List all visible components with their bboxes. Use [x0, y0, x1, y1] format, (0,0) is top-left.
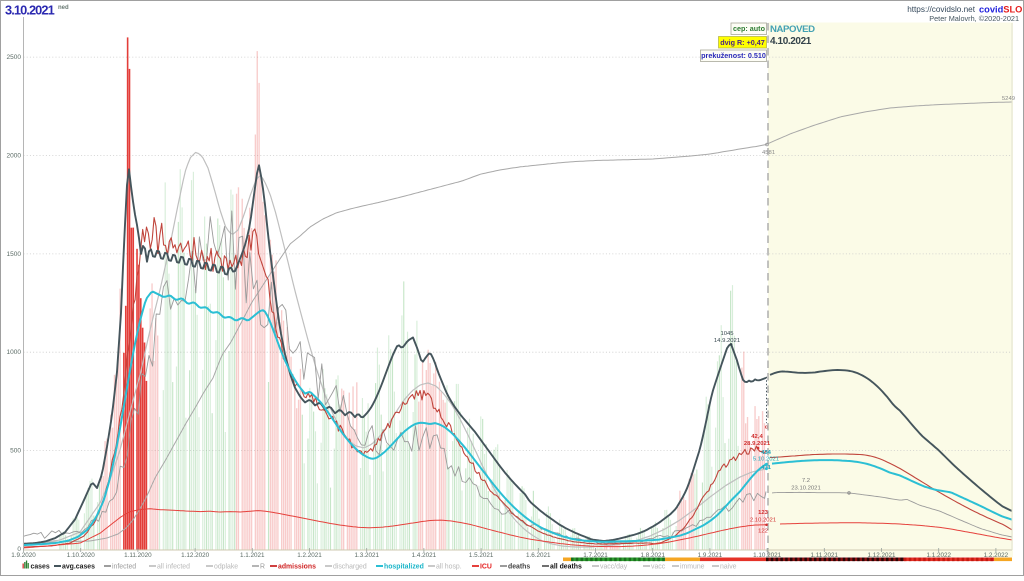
- svg-text:1.11.2020: 1.11.2020: [124, 552, 152, 559]
- svg-text:all deaths: all deaths: [550, 564, 582, 571]
- svg-text:naive: naive: [720, 564, 737, 571]
- svg-text:2000: 2000: [7, 153, 22, 160]
- svg-text:1.3.2021: 1.3.2021: [354, 552, 379, 559]
- svg-text:1045: 1045: [720, 331, 734, 337]
- svg-text:R: R: [260, 564, 265, 571]
- svg-text:immune: immune: [680, 564, 705, 571]
- svg-text:https://covidslo.net: https://covidslo.net: [907, 5, 976, 14]
- svg-text:5.10.2021: 5.10.2021: [753, 457, 779, 463]
- svg-text:1.6.2021: 1.6.2021: [526, 552, 551, 559]
- svg-text:1.12.2021: 1.12.2021: [867, 552, 896, 559]
- svg-text:2500: 2500: [7, 54, 22, 61]
- svg-text:1500: 1500: [7, 251, 22, 258]
- svg-text:avg.cases: avg.cases: [62, 564, 95, 571]
- svg-text:3.10.2021: 3.10.2021: [5, 3, 55, 18]
- svg-text:ned: ned: [58, 5, 69, 11]
- svg-text:hospitalized: hospitalized: [384, 564, 424, 571]
- svg-text:1.1.2022: 1.1.2022: [926, 552, 951, 559]
- svg-text:1.2.2021: 1.2.2021: [297, 552, 322, 559]
- svg-text:admissions: admissions: [278, 564, 316, 571]
- svg-text:NAPOVED: NAPOVED: [770, 24, 815, 35]
- svg-text:odplake: odplake: [214, 564, 238, 571]
- svg-text:1.12.2020: 1.12.2020: [181, 552, 210, 559]
- svg-text:5249: 5249: [1002, 96, 1015, 102]
- svg-text:vacc/day: vacc/day: [600, 564, 628, 571]
- svg-text:deaths: deaths: [508, 564, 530, 571]
- svg-text:1.2.2022: 1.2.2022: [984, 552, 1009, 559]
- svg-text:1.5.2021: 1.5.2021: [469, 552, 494, 559]
- svg-text:2.10.2021: 2.10.2021: [750, 518, 776, 524]
- svg-text:28.9.2021: 28.9.2021: [744, 441, 771, 447]
- svg-text:42,4: 42,4: [751, 434, 763, 440]
- svg-text:14.9.2021: 14.9.2021: [714, 338, 740, 344]
- svg-text:122: 122: [758, 529, 768, 535]
- svg-text:500: 500: [10, 448, 21, 455]
- svg-text:7.2: 7.2: [802, 478, 810, 484]
- svg-text:434: 434: [761, 450, 772, 456]
- svg-text:vacc: vacc: [651, 564, 666, 571]
- svg-text:0: 0: [17, 546, 21, 553]
- svg-text:1.10.2021: 1.10.2021: [753, 552, 782, 559]
- svg-text:cep: auto: cep: auto: [733, 24, 766, 33]
- svg-text:4581: 4581: [762, 150, 775, 156]
- svg-text:Peter Malovrh, ©2020-2021: Peter Malovrh, ©2020-2021: [929, 14, 1019, 23]
- svg-text:1.9.2020: 1.9.2020: [11, 552, 36, 559]
- svg-text:prekuženost: 0.510: prekuženost: 0.510: [701, 51, 766, 60]
- svg-text:infected: infected: [112, 564, 136, 571]
- svg-text:ICU: ICU: [480, 564, 492, 571]
- svg-text:discharged: discharged: [333, 564, 367, 571]
- svg-text:1.9.2021: 1.9.2021: [698, 552, 723, 559]
- svg-text:23.10.2021: 23.10.2021: [791, 486, 820, 492]
- svg-text:1.7.2021: 1.7.2021: [583, 552, 608, 559]
- svg-text:1.11.2021: 1.11.2021: [811, 552, 839, 559]
- svg-text:all infected: all infected: [157, 564, 190, 571]
- svg-text:cases: cases: [31, 564, 50, 571]
- svg-text:4.10.2021: 4.10.2021: [770, 36, 812, 47]
- svg-text:1.4.2021: 1.4.2021: [412, 552, 437, 559]
- svg-text:1000: 1000: [7, 349, 22, 356]
- svg-text:1.8.2021: 1.8.2021: [640, 552, 665, 559]
- svg-text:123: 123: [758, 510, 769, 516]
- svg-text:all hosp.: all hosp.: [436, 564, 462, 571]
- svg-text:1.10.2020: 1.10.2020: [67, 552, 96, 559]
- svg-text:covidSLO: covidSLO: [979, 5, 1022, 15]
- svg-text:dvig R: +0,47: dvig R: +0,47: [720, 38, 765, 47]
- svg-text:1.1.2021: 1.1.2021: [240, 552, 265, 559]
